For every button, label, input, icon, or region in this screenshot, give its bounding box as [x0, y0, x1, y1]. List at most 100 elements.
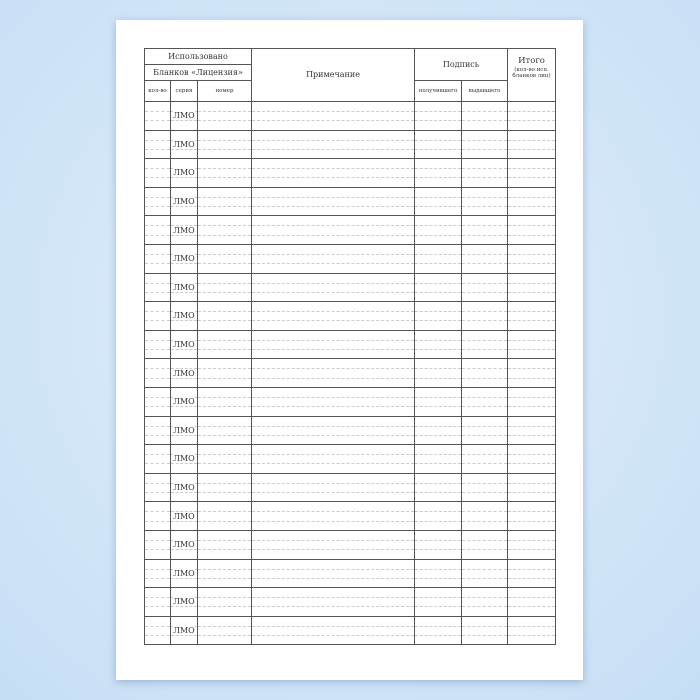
table-row: ЛМО: [144, 558, 556, 589]
table-cell: [461, 129, 508, 160]
table-cell: [251, 186, 415, 217]
series-value: ЛМО: [173, 311, 195, 321]
table-cell: [507, 101, 556, 131]
table-cell: [461, 301, 508, 331]
table-cell: [414, 186, 462, 217]
table-cell: [251, 529, 415, 560]
table-cell: [507, 444, 556, 474]
table-cell: [197, 101, 252, 131]
table-cell: [414, 243, 462, 274]
series-header: серия: [170, 80, 198, 102]
table-cell: [461, 558, 508, 589]
table-cell: ЛМО: [170, 243, 198, 274]
table-cell: [251, 501, 415, 531]
table-cell: ЛМО: [170, 444, 198, 474]
table-cell: [507, 472, 556, 503]
total-header: Итого (кол-во исп. бланков лиц): [507, 48, 556, 102]
table-cell: [507, 501, 556, 531]
table-cell: ЛМО: [170, 129, 198, 160]
table-cell: [461, 272, 508, 303]
table-cell: ЛМО: [170, 329, 198, 360]
table-cell: [144, 472, 171, 503]
table-cell: ЛМО: [170, 158, 198, 188]
table-cell: [144, 558, 171, 589]
table-cell: [251, 158, 415, 188]
table-cell: [461, 386, 508, 417]
table-cell: [414, 587, 462, 617]
table-cell: [414, 529, 462, 560]
table-cell: ЛМО: [170, 272, 198, 303]
series-value: ЛМО: [173, 111, 195, 121]
table-cell: [251, 272, 415, 303]
table-cell: [144, 615, 171, 646]
table-cell: [414, 158, 462, 188]
table-cell: [414, 558, 462, 589]
table-cell: [461, 358, 508, 388]
table-cell: [197, 529, 252, 560]
series-value: ЛМО: [173, 197, 195, 207]
table-cell: [414, 615, 462, 646]
table-cell: [144, 329, 171, 360]
table-cell: [144, 444, 171, 474]
table-cell: [251, 129, 415, 160]
table-cell: [414, 272, 462, 303]
series-value: ЛМО: [173, 454, 195, 464]
document-page: Использовано Примечание Подпись Итого (ко…: [116, 20, 583, 680]
table-cell: [197, 272, 252, 303]
series-value: ЛМО: [173, 483, 195, 493]
table-cell: [251, 358, 415, 388]
table-row: ЛМО: [144, 472, 556, 503]
table-row: ЛМО: [144, 301, 556, 331]
table-cell: [197, 129, 252, 160]
table-cell: [197, 472, 252, 503]
table-cell: [414, 444, 462, 474]
table-row: ЛМО: [144, 501, 556, 531]
table-cell: [251, 101, 415, 131]
qty-header: кол-во: [144, 80, 171, 102]
series-value: ЛМО: [173, 425, 195, 435]
table-cell: [507, 587, 556, 617]
table-cell: [461, 215, 508, 245]
table-cell: [507, 386, 556, 417]
table-cell: [507, 615, 556, 646]
table-row: ЛМО: [144, 272, 556, 303]
table-cell: ЛМО: [170, 501, 198, 531]
table-cell: [507, 529, 556, 560]
table-cell: [144, 386, 171, 417]
series-value: ЛМО: [173, 540, 195, 550]
table-cell: [197, 444, 252, 474]
table-cell: [197, 615, 252, 646]
issued-header: выдавшего: [461, 80, 508, 102]
total-label: Итого: [518, 56, 545, 66]
series-value: ЛМО: [173, 597, 195, 607]
table-cell: [461, 329, 508, 360]
table-cell: [507, 186, 556, 217]
table-row: ЛМО: [144, 615, 556, 646]
table-cell: [507, 358, 556, 388]
table-cell: [251, 386, 415, 417]
table-cell: [144, 186, 171, 217]
note-header: Примечание: [251, 48, 415, 102]
table-cell: [197, 558, 252, 589]
table-cell: [461, 415, 508, 446]
table-cell: [197, 158, 252, 188]
table-cell: [251, 472, 415, 503]
table-cell: ЛМО: [170, 529, 198, 560]
table-cell: ЛМО: [170, 558, 198, 589]
series-value: ЛМО: [173, 340, 195, 350]
series-value: ЛМО: [173, 139, 195, 149]
series-value: ЛМО: [173, 225, 195, 235]
table-row: ЛМО: [144, 329, 556, 360]
total-sublabel: (кол-во исп. бланков лиц): [512, 66, 551, 80]
signature-header: Подпись: [414, 48, 508, 81]
table-cell: [197, 358, 252, 388]
table-cell: [507, 558, 556, 589]
table-cell: [197, 186, 252, 217]
table-cell: ЛМО: [170, 301, 198, 331]
table-cell: [144, 415, 171, 446]
table-cell: [414, 358, 462, 388]
table-cell: [414, 501, 462, 531]
table-cell: [251, 329, 415, 360]
received-header: получившего: [414, 80, 462, 102]
table-cell: [251, 587, 415, 617]
